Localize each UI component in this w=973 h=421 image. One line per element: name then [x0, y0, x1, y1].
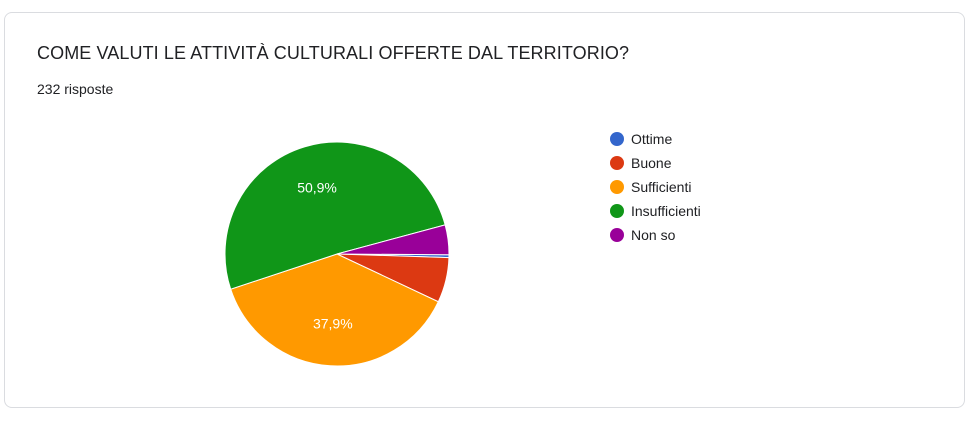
pie-slice-insufficienti[interactable]: [224, 141, 446, 290]
legend-item-insufficienti[interactable]: Insufficienti: [610, 199, 701, 223]
legend-label: Insufficienti: [631, 203, 701, 219]
slice-data-label: 50,9%: [297, 179, 337, 195]
legend-label: Non so: [631, 227, 676, 243]
slice-data-label: 37,9%: [313, 315, 353, 331]
pie-slice-non-so[interactable]: [336, 224, 450, 256]
legend-item-non-so[interactable]: Non so: [610, 223, 701, 247]
chart-legend: Ottime Buone Sufficienti Insufficienti Non s…: [610, 127, 701, 247]
pie-slice-sufficienti[interactable]: [230, 253, 439, 367]
legend-label: Buone: [631, 155, 672, 171]
legend-item-buone[interactable]: Buone: [610, 151, 701, 175]
legend-item-sufficienti[interactable]: Sufficienti: [610, 175, 701, 199]
legend-color-dot-icon: [610, 180, 624, 194]
legend-label: Ottime: [631, 131, 673, 147]
chart-title: COME VALUTI LE ATTIVITÀ CULTURALI OFFERT…: [37, 43, 630, 63]
legend-label: Sufficienti: [631, 179, 692, 195]
legend-color-dot-icon: [610, 132, 624, 146]
legend-color-dot-icon: [610, 228, 624, 242]
legend-item-ottime[interactable]: Ottime: [610, 127, 701, 151]
chart-card: COME VALUTI LE ATTIVITÀ CULTURALI OFFERT…: [4, 12, 965, 408]
legend-color-dot-icon: [610, 204, 624, 218]
legend-color-dot-icon: [610, 156, 624, 170]
response-count: 232 risposte: [37, 81, 114, 97]
